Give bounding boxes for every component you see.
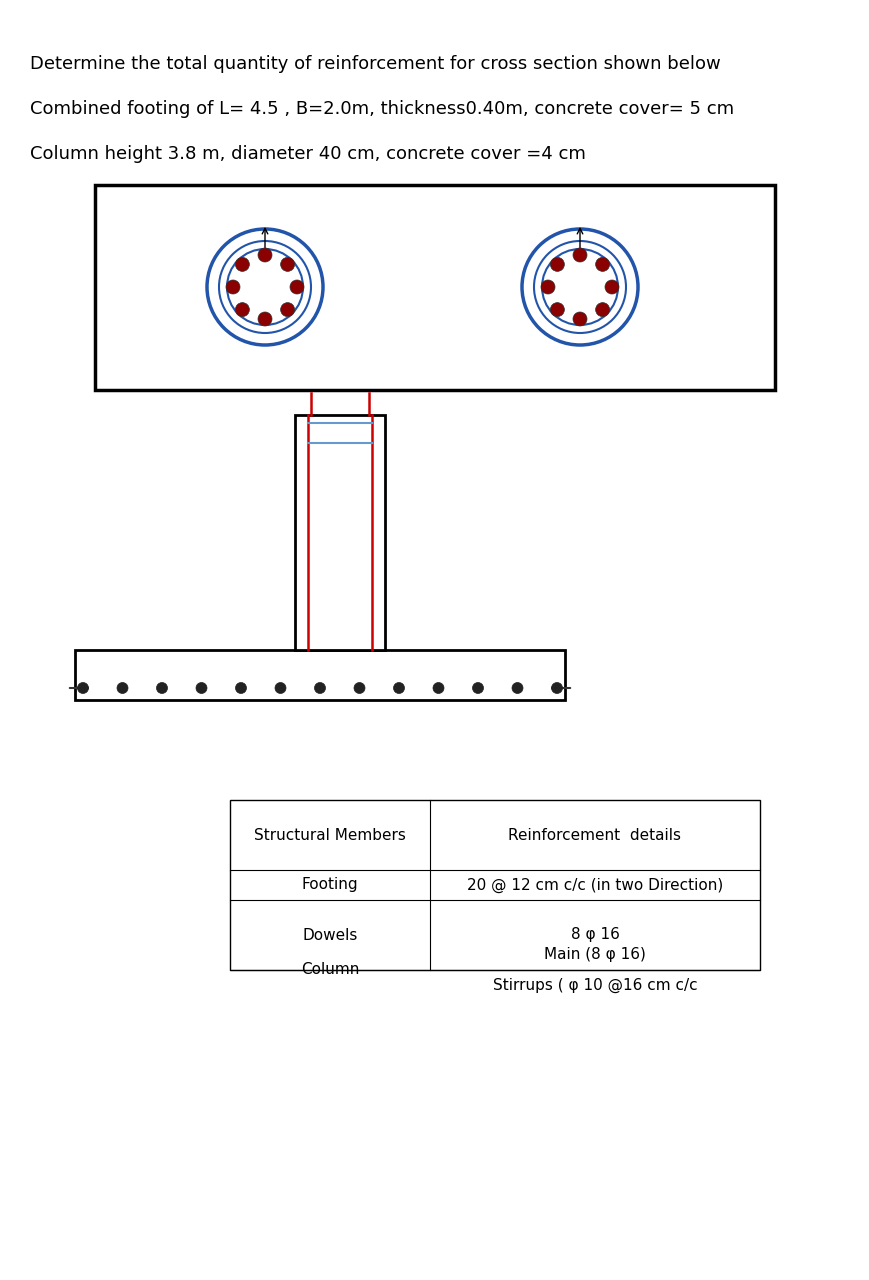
Circle shape bbox=[258, 248, 272, 262]
Circle shape bbox=[196, 682, 207, 694]
Text: Reinforcement  details: Reinforcement details bbox=[508, 827, 681, 842]
Text: Dowels: Dowels bbox=[302, 928, 358, 942]
Bar bbox=[95, 186, 775, 390]
Text: Combined footing of L= 4.5 , B=2.0m, thickness0.40m, concrete cover= 5 cm: Combined footing of L= 4.5 , B=2.0m, thi… bbox=[30, 100, 734, 118]
Circle shape bbox=[552, 682, 562, 694]
Circle shape bbox=[550, 302, 564, 316]
Circle shape bbox=[281, 257, 295, 271]
Bar bbox=[230, 800, 760, 970]
Circle shape bbox=[77, 682, 89, 694]
Text: 8 φ 16: 8 φ 16 bbox=[571, 928, 620, 942]
Circle shape bbox=[258, 312, 272, 326]
Text: Column: Column bbox=[301, 963, 359, 978]
Circle shape bbox=[595, 257, 610, 271]
Circle shape bbox=[235, 257, 249, 271]
Circle shape bbox=[394, 682, 404, 694]
Circle shape bbox=[235, 302, 249, 316]
Bar bbox=[75, 650, 565, 700]
Circle shape bbox=[573, 248, 587, 262]
Text: Structural Members: Structural Members bbox=[254, 827, 406, 842]
Circle shape bbox=[433, 682, 444, 694]
Text: Column height 3.8 m, diameter 40 cm, concrete cover =4 cm: Column height 3.8 m, diameter 40 cm, con… bbox=[30, 145, 586, 163]
Circle shape bbox=[573, 312, 587, 326]
Circle shape bbox=[473, 682, 483, 694]
Circle shape bbox=[156, 682, 168, 694]
Circle shape bbox=[595, 302, 610, 316]
Ellipse shape bbox=[522, 229, 638, 346]
Circle shape bbox=[550, 257, 564, 271]
Circle shape bbox=[117, 682, 128, 694]
Text: Main (8 φ 16): Main (8 φ 16) bbox=[544, 947, 646, 963]
Text: Footing: Footing bbox=[302, 878, 358, 892]
Text: 20 @ 12 cm c/c (in two Direction): 20 @ 12 cm c/c (in two Direction) bbox=[467, 877, 723, 892]
Circle shape bbox=[541, 280, 555, 294]
Circle shape bbox=[354, 682, 365, 694]
Ellipse shape bbox=[534, 241, 626, 333]
Bar bbox=[295, 415, 385, 650]
Circle shape bbox=[290, 280, 304, 294]
Circle shape bbox=[275, 682, 286, 694]
Text: Determine the total quantity of reinforcement for cross section shown below: Determine the total quantity of reinforc… bbox=[30, 55, 720, 73]
Circle shape bbox=[315, 682, 326, 694]
Ellipse shape bbox=[207, 229, 323, 346]
Text: Stirrups ( φ 10 @16 cm c/c: Stirrups ( φ 10 @16 cm c/c bbox=[493, 978, 697, 992]
Circle shape bbox=[281, 302, 295, 316]
Circle shape bbox=[226, 280, 240, 294]
Circle shape bbox=[235, 682, 247, 694]
Circle shape bbox=[605, 280, 619, 294]
Ellipse shape bbox=[219, 241, 311, 333]
Circle shape bbox=[512, 682, 523, 694]
